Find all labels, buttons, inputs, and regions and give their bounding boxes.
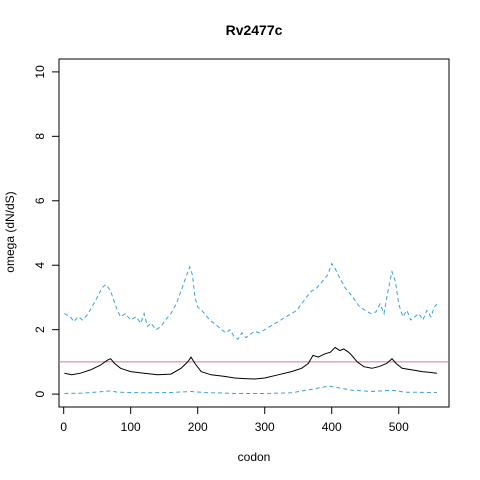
x-tick-label: 100 — [121, 420, 141, 434]
y-axis-label: omega (dN/dS) — [3, 191, 17, 272]
x-axis-label: codon — [238, 450, 271, 464]
series-line-1 — [64, 262, 438, 341]
y-tick-label: 0 — [33, 390, 47, 397]
series-group — [64, 262, 438, 394]
x-tick-label: 500 — [389, 420, 409, 434]
x-tick-label: 0 — [60, 420, 67, 434]
series-line-3 — [64, 385, 437, 394]
y-tick-label: 4 — [33, 262, 47, 269]
y-tick-label: 6 — [33, 197, 47, 204]
plot-frame — [58, 58, 450, 408]
x-tick-label: 300 — [255, 420, 275, 434]
x-tick-label: 200 — [188, 420, 208, 434]
x-tick-label: 400 — [322, 420, 342, 434]
y-tick-label: 8 — [33, 133, 47, 140]
x-axis: 0 100 200 300 400 500 — [60, 406, 409, 434]
y-axis: 0 2 4 6 8 10 — [33, 65, 60, 397]
y-tick-label: 10 — [33, 65, 47, 79]
y-tick-label: 2 — [33, 326, 47, 333]
series-line-2 — [64, 346, 437, 380]
chart-title: Rv2477c — [226, 22, 283, 38]
